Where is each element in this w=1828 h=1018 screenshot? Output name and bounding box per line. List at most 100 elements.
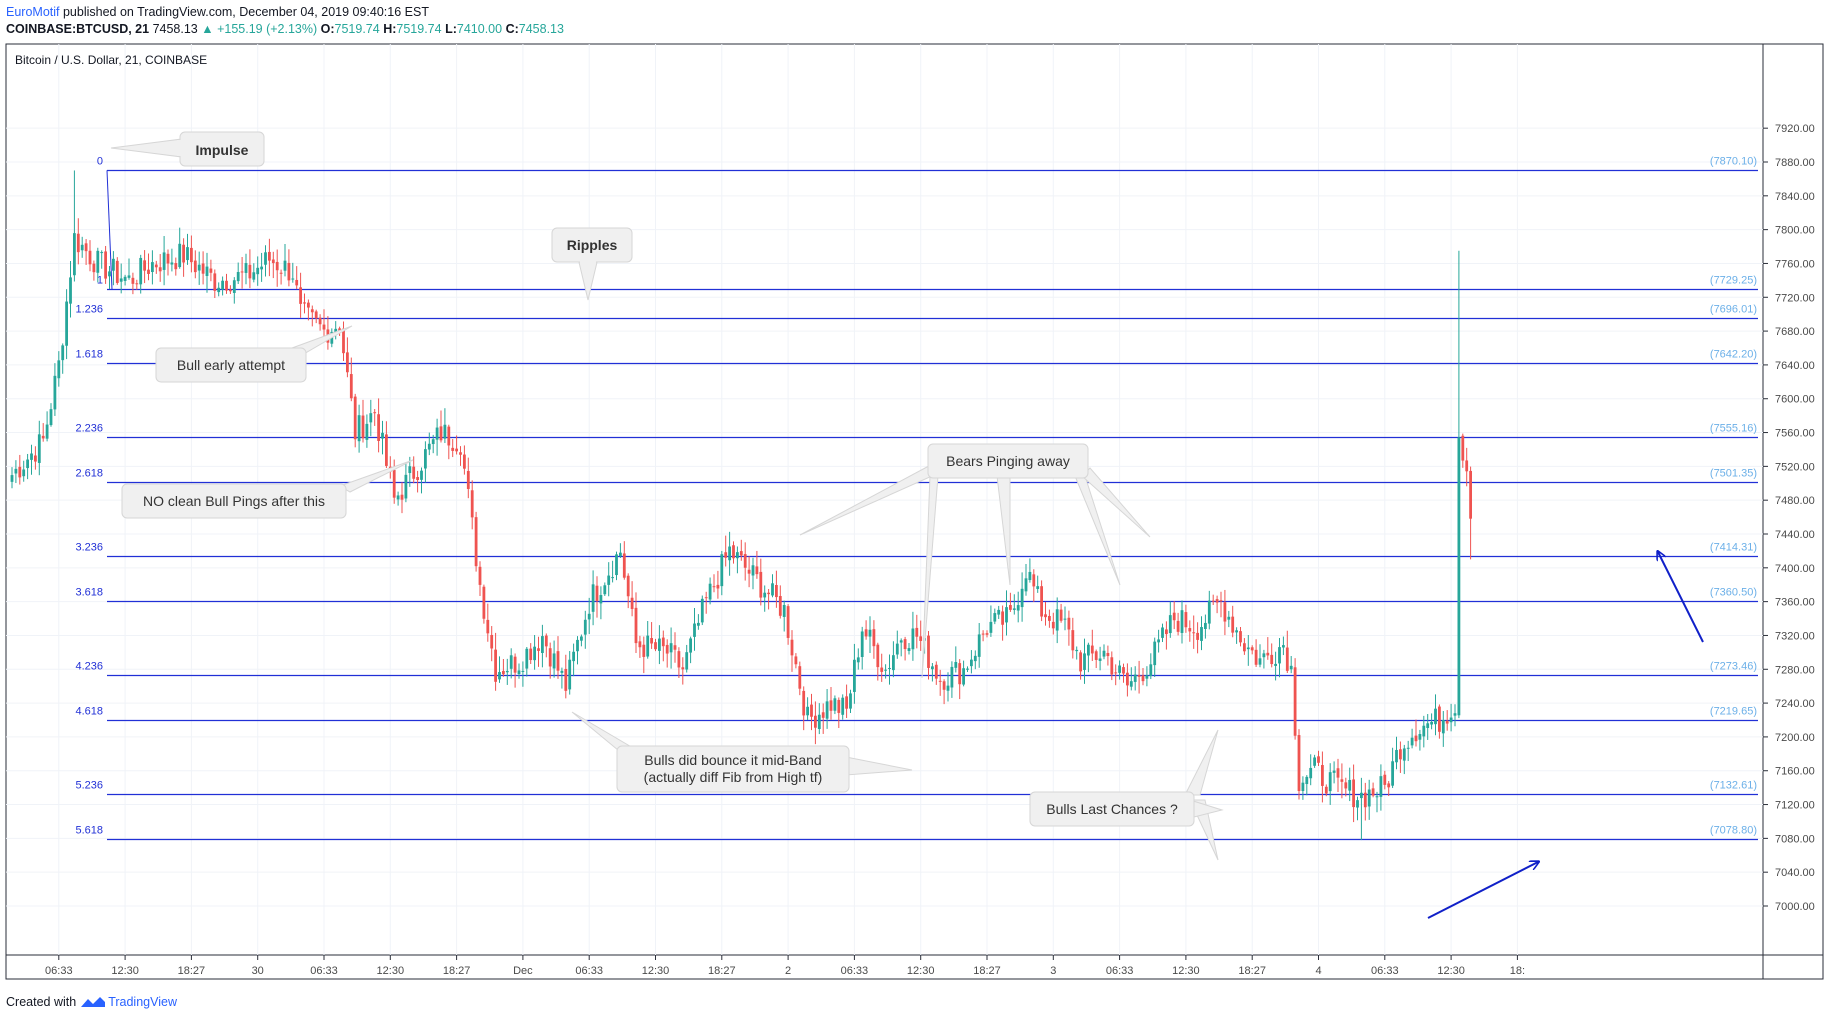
candle-up xyxy=(1348,779,1352,791)
candle-up xyxy=(1422,725,1426,737)
publish-info: published on TradingView.com, December 0… xyxy=(62,5,429,19)
time-tick-label: 18:27 xyxy=(1238,965,1266,977)
price-tick-label: 7080.00 xyxy=(1775,833,1815,845)
candle-down xyxy=(759,571,763,598)
low-value: 7410.00 xyxy=(456,22,503,36)
fib-ratio-label: 3.618 xyxy=(75,587,103,599)
candle-up xyxy=(817,714,821,729)
time-tick-label: 12:30 xyxy=(642,965,670,977)
candle-up xyxy=(568,659,572,690)
candle-down xyxy=(174,263,178,270)
candle-up xyxy=(576,639,579,652)
callout-bulls-last-chances[interactable]: Bulls Last Chances ? xyxy=(1029,729,1224,861)
candle-up xyxy=(1418,734,1422,740)
candle-down xyxy=(92,263,96,273)
candle-up xyxy=(1367,789,1371,807)
candle-down xyxy=(1250,647,1254,651)
candle-down xyxy=(213,273,217,291)
candle-up xyxy=(580,636,583,641)
time-tick-label: 18:27 xyxy=(178,965,206,977)
candle-up xyxy=(700,598,704,623)
price-tick-label: 7000.00 xyxy=(1775,901,1815,913)
candle-down xyxy=(1032,574,1036,587)
fib-ratio-label: 2.618 xyxy=(75,468,103,480)
candle-down xyxy=(318,317,322,325)
price-tick-label: 7720.00 xyxy=(1775,292,1815,304)
callout-impulse-text: Impulse xyxy=(196,142,249,158)
impulse-trendline xyxy=(106,170,113,290)
candle-down xyxy=(1110,657,1114,675)
candle-down xyxy=(743,554,747,568)
candle-up xyxy=(283,260,287,271)
price-tick-label: 7160.00 xyxy=(1775,766,1815,778)
candle-up xyxy=(806,706,809,716)
candle-down xyxy=(455,448,458,452)
candle-up xyxy=(619,552,622,557)
candle-down xyxy=(810,704,813,717)
candle-up xyxy=(1430,722,1433,725)
time-tick-label: 18:27 xyxy=(708,965,736,977)
candle-up xyxy=(357,415,361,442)
price-tick-label: 7560.00 xyxy=(1775,428,1815,440)
candle-up xyxy=(1434,708,1437,725)
candle-down xyxy=(677,651,681,668)
candle-down xyxy=(104,251,107,279)
candle-up xyxy=(1258,658,1262,665)
candle-down xyxy=(724,552,728,558)
candle-down xyxy=(466,470,470,489)
candle-up xyxy=(1157,639,1160,643)
callout-impulse[interactable]: Impulse xyxy=(110,131,265,167)
candle-down xyxy=(1137,675,1141,677)
candle-down xyxy=(502,670,505,675)
author-link[interactable]: EuroMotif xyxy=(6,5,60,19)
candle-down xyxy=(837,699,841,713)
callout-bears-pinging-away[interactable]: Bears Pinging away xyxy=(799,443,1151,679)
callout-no-clean-bull-pings[interactable]: NO clean Bull Pings after this xyxy=(121,459,414,519)
callout-ripples[interactable]: Ripples xyxy=(551,227,633,301)
candle-down xyxy=(513,656,517,673)
fib-ratio-label: 1.236 xyxy=(75,304,103,316)
candle-up xyxy=(509,655,513,669)
candle-up xyxy=(139,257,143,285)
candle-up xyxy=(993,613,997,622)
price-axis[interactable]: 7000.00 7040.00 7080.00 7120.00 7160.00 7200.… xyxy=(1763,123,1815,913)
time-tick-label: 12:30 xyxy=(1437,965,1465,977)
callout-ripples-text: Ripples xyxy=(567,237,618,253)
candle-down xyxy=(876,644,880,668)
candle-down xyxy=(630,597,634,609)
time-axis[interactable]: 06:33 12:30 18:27 30 06:33 12:30 18:27 Dec 06:33… xyxy=(45,955,1525,977)
created-with-label: Created with xyxy=(6,995,77,1009)
price-tick-label: 7880.00 xyxy=(1775,157,1815,169)
candle-up xyxy=(57,360,61,379)
candle-down xyxy=(1266,652,1270,656)
candle-down xyxy=(1184,612,1188,628)
candle-up xyxy=(907,648,911,651)
arrow-up-right[interactable] xyxy=(1427,862,1538,919)
candle-up xyxy=(689,638,692,653)
candle-up xyxy=(1402,748,1406,761)
time-tick-label: Dec xyxy=(513,965,533,977)
candle-up xyxy=(1246,647,1250,650)
candle-down xyxy=(814,715,817,728)
candle-up xyxy=(825,701,829,719)
candle-up xyxy=(697,622,700,626)
candle-down xyxy=(459,452,462,455)
candle-up xyxy=(1200,627,1203,641)
callout-bull-early-attempt[interactable]: Bull early attempt xyxy=(155,325,353,383)
candle-down xyxy=(767,592,770,595)
candle-up xyxy=(1133,674,1137,682)
candle-down xyxy=(303,302,306,304)
candle-up xyxy=(884,669,887,671)
candle-down xyxy=(1122,667,1125,674)
fib-price-label: (7078.80) xyxy=(1710,825,1757,837)
arrow-up-left[interactable] xyxy=(1658,552,1704,643)
candle-up xyxy=(856,657,860,663)
fib-extension-lines[interactable]: 0 (7870.10) 1 (7729.25) 1.236 (7696.01) 1.618 (… xyxy=(75,156,1758,841)
candle-down xyxy=(147,269,150,274)
candle-up xyxy=(1328,772,1332,792)
candle-up xyxy=(256,267,260,275)
tradingview-link[interactable]: TradingView xyxy=(108,995,177,1009)
callout-bulls-did-bounce[interactable]: Bulls did bounce it mid-Band (actually d… xyxy=(571,711,913,793)
candle-up xyxy=(541,636,544,654)
